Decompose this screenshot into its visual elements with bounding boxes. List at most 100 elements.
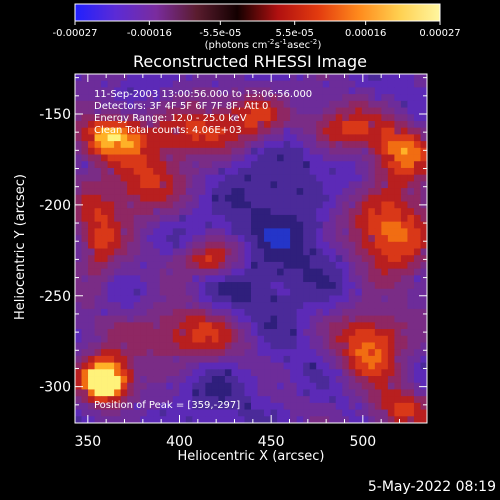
heatmap-cell — [81, 127, 89, 135]
heatmap-cell — [185, 127, 193, 135]
heatmap-cell — [335, 228, 343, 236]
heatmap-cell — [114, 342, 121, 350]
heatmap-cell — [146, 174, 154, 182]
heatmap-cell — [153, 349, 161, 357]
heatmap-cell — [94, 235, 102, 243]
heatmap-cell — [166, 329, 174, 337]
heatmap-cell — [407, 94, 415, 102]
heatmap-cell — [309, 335, 317, 343]
heatmap-cell — [224, 134, 232, 142]
heatmap-cell — [244, 74, 252, 82]
heatmap-cell — [244, 261, 252, 269]
heatmap-cell — [296, 302, 304, 310]
heatmap-cell — [231, 355, 239, 363]
heatmap-cell — [277, 201, 284, 209]
heatmap-cell — [394, 396, 402, 404]
heatmap-cell — [342, 275, 350, 283]
heatmap-cell — [387, 241, 395, 249]
heatmap-cell — [88, 107, 95, 115]
heatmap-cell — [309, 275, 317, 283]
heatmap-cell — [400, 275, 408, 283]
heatmap-cell — [296, 107, 304, 115]
heatmap-cell — [413, 282, 421, 290]
heatmap-cell — [192, 255, 200, 263]
heatmap-cell — [114, 382, 121, 390]
heatmap-cell — [153, 355, 161, 363]
heatmap-cell — [133, 268, 141, 276]
heatmap-cell — [133, 141, 141, 149]
heatmap-cell — [81, 167, 89, 176]
heatmap-cell — [361, 134, 369, 142]
heatmap-cell — [114, 355, 121, 363]
heatmap-cell — [159, 308, 167, 316]
heatmap-cell — [205, 362, 213, 370]
heatmap-cell — [400, 342, 408, 350]
heatmap-cell — [179, 94, 187, 102]
heatmap-cell — [277, 174, 284, 182]
heatmap-cell — [251, 315, 258, 323]
heatmap-cell — [146, 275, 154, 283]
heatmap-cell — [335, 402, 343, 410]
heatmap-cell — [75, 194, 82, 202]
heatmap-cell — [270, 87, 278, 95]
heatmap-cell — [120, 402, 128, 410]
heatmap-cell — [237, 255, 245, 263]
heatmap-cell — [283, 248, 291, 256]
heatmap-cell — [264, 295, 271, 303]
heatmap-cell — [192, 362, 200, 370]
heatmap-cell — [127, 335, 135, 343]
heatmap-cell — [211, 322, 219, 330]
heatmap-cell — [211, 409, 219, 417]
heatmap-cell — [224, 416, 232, 424]
heatmap-cell — [251, 141, 258, 149]
x-tick-label: 450 — [258, 434, 285, 450]
heatmap-cell — [166, 255, 174, 263]
heatmap-cell — [133, 100, 141, 108]
heatmap-cell — [303, 288, 311, 296]
heatmap-cell — [218, 100, 226, 108]
heatmap-cell — [361, 167, 369, 176]
heatmap-cell — [355, 275, 363, 283]
heatmap-cell — [329, 208, 337, 216]
heatmap-cell — [94, 181, 102, 189]
heatmap-cell — [368, 127, 376, 135]
heatmap-cell — [355, 402, 363, 410]
heatmap-cell — [159, 181, 167, 189]
heatmap-cell — [244, 120, 252, 129]
heatmap-cell — [374, 181, 382, 189]
heatmap-cell — [244, 141, 252, 149]
heatmap-cell — [381, 134, 389, 142]
heatmap-cell — [290, 329, 297, 337]
heatmap-cell — [355, 188, 363, 196]
heatmap-cell — [127, 295, 135, 303]
heatmap-cell — [140, 275, 148, 283]
y-axis-label: Heliocentric Y (arcsec) — [13, 174, 28, 320]
heatmap-cell — [153, 416, 161, 424]
heatmap-cell — [179, 214, 187, 222]
heatmap-cell — [166, 147, 174, 155]
heatmap-cell — [420, 221, 428, 229]
heatmap-cell — [251, 288, 258, 296]
heatmap-cell — [342, 221, 350, 229]
heatmap-cell — [237, 241, 245, 249]
heatmap-cell — [329, 235, 337, 243]
heatmap-cell — [277, 127, 284, 135]
heatmap-cell — [114, 161, 121, 169]
heatmap-cell — [159, 241, 167, 249]
heatmap-cell — [172, 141, 180, 149]
heatmap-cell — [179, 261, 187, 269]
heatmap-cell — [75, 80, 82, 88]
heatmap-cell — [133, 335, 141, 343]
heatmap-cell — [75, 416, 82, 424]
heatmap-cell — [316, 322, 324, 330]
y-tick-label: -250 — [39, 289, 71, 305]
heatmap-cell — [94, 342, 102, 350]
heatmap-cell — [316, 308, 324, 316]
heatmap-cell — [303, 275, 311, 283]
heatmap-cell — [218, 147, 226, 155]
heatmap-cell — [159, 107, 167, 115]
heatmap-cell — [374, 382, 382, 390]
heatmap-cell — [407, 349, 415, 357]
heatmap-cell — [237, 174, 245, 182]
heatmap-cell — [205, 308, 213, 316]
